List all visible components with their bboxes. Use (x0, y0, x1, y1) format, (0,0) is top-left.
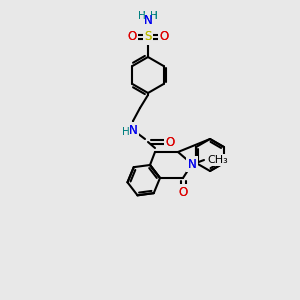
Text: H: H (122, 127, 130, 137)
Text: S: S (144, 31, 152, 44)
Text: N: N (188, 158, 196, 170)
Text: S: S (144, 31, 152, 44)
Text: H: H (138, 11, 146, 21)
Text: O: O (165, 136, 175, 148)
Text: H: H (150, 11, 158, 21)
Text: O: O (159, 31, 169, 44)
Text: N: N (188, 158, 196, 170)
Text: O: O (159, 31, 169, 44)
Text: CH₃: CH₃ (207, 155, 228, 165)
Text: H: H (150, 11, 158, 21)
Text: N: N (144, 14, 152, 28)
Text: H: H (122, 127, 130, 137)
Text: CH₃: CH₃ (207, 155, 228, 165)
Text: H: H (138, 11, 146, 21)
Text: N: N (129, 124, 137, 136)
Text: O: O (165, 136, 175, 148)
Text: O: O (128, 31, 136, 44)
Text: N: N (144, 14, 152, 28)
Text: N: N (129, 124, 137, 136)
Text: O: O (178, 185, 188, 199)
Text: O: O (178, 185, 188, 199)
Text: O: O (128, 31, 136, 44)
